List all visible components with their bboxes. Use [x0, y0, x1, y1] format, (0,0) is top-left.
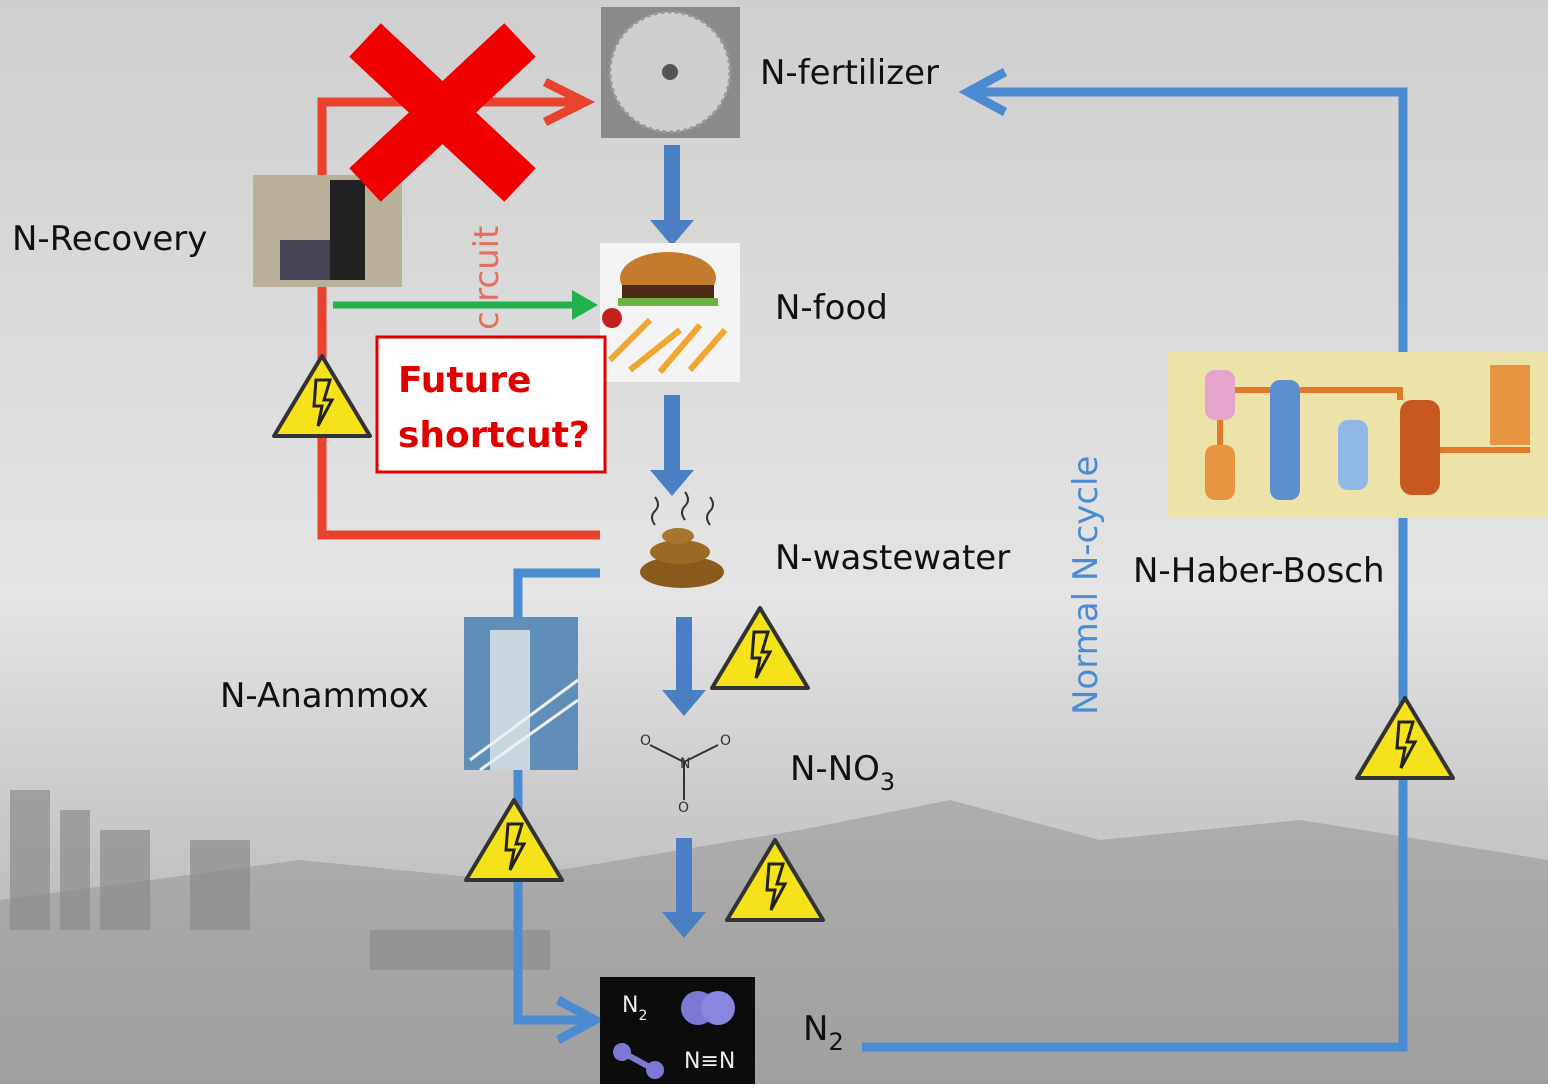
cycle-label: Normal N-cycle [1066, 456, 1106, 715]
svg-text:O: O [640, 733, 651, 749]
svg-text:N: N [680, 756, 690, 772]
n2-image: N2 N≡N [600, 977, 755, 1084]
node-label: N-food [775, 288, 888, 328]
svg-text:O: O [720, 733, 731, 749]
anammox-image [464, 617, 578, 770]
food-image [600, 243, 740, 382]
node-label: N-Anammox [220, 676, 429, 716]
bond-label: N≡N [684, 1049, 735, 1074]
shortcut-text: Future [398, 360, 531, 401]
node-label: N-fertilizer [760, 53, 939, 93]
haber-bosch-image [1168, 352, 1548, 518]
shortcut-text: shortcut? [398, 415, 590, 456]
circuit-label: circuit [467, 226, 507, 330]
node-label: N-wastewater [775, 538, 1010, 578]
node-label: N-Recovery [12, 219, 207, 259]
page: circuit Normal N-cycle N O O O N2 N≡N [0, 0, 1548, 1084]
fertilizer-image [601, 7, 740, 138]
svg-text:O: O [678, 800, 689, 816]
node-label: N-Haber-Bosch [1133, 551, 1385, 591]
node-label: N-NO3 [790, 749, 895, 796]
diagram: circuit Normal N-cycle N O O O N2 N≡N [0, 0, 1548, 1084]
